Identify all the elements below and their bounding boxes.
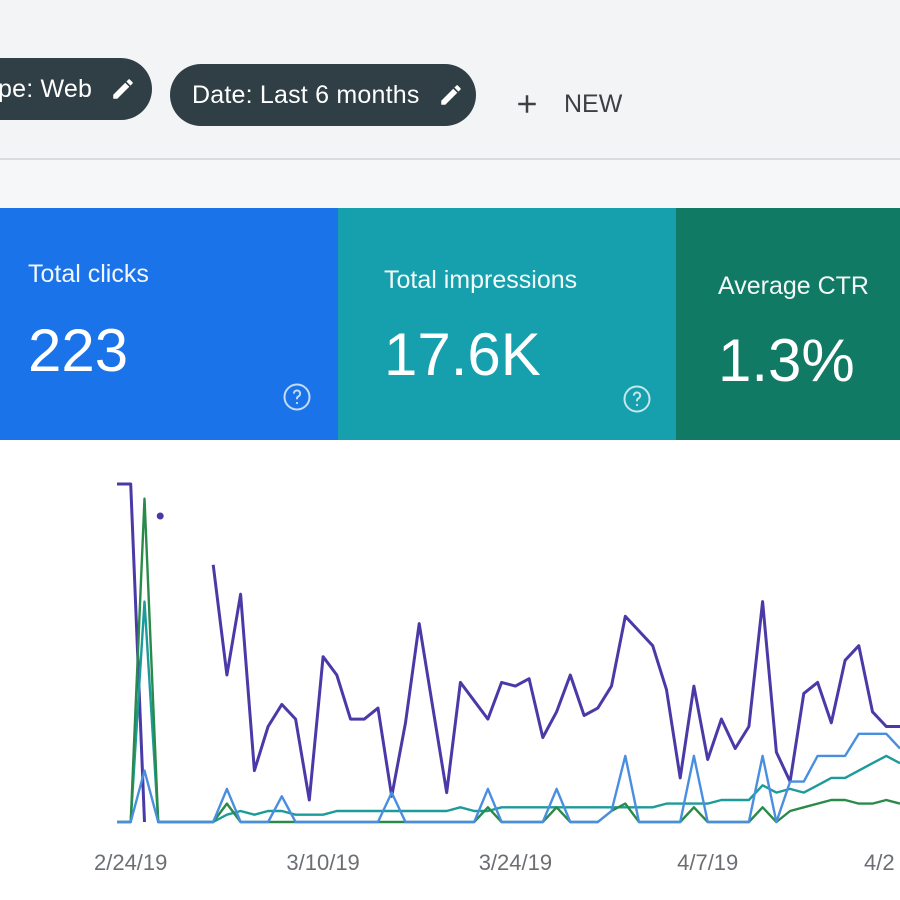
series-0-line-0	[117, 482, 146, 823]
x-tick-label: 4/2	[864, 850, 895, 875]
metric-cards: Total clicks 223 Total impressions 17.6K…	[0, 208, 900, 440]
pencil-icon[interactable]	[438, 82, 464, 108]
x-axis-ticks: 2/24/19 3/10/19 3/24/19 4/7/19 4/2	[94, 850, 895, 875]
performance-chart: 2/24/19 3/10/19 3/24/19 4/7/19 4/2	[0, 440, 900, 900]
search-type-filter-label: pe: Web	[0, 74, 93, 103]
pencil-icon[interactable]	[110, 76, 136, 102]
x-tick-label: 3/24/19	[479, 850, 552, 875]
average-ctr-title: Average CTR	[718, 272, 869, 300]
new-filter-label: NEW	[564, 89, 623, 118]
total-impressions-value: 17.6K	[384, 321, 541, 388]
filter-divider	[0, 158, 900, 160]
series-layer	[117, 482, 900, 824]
series-2-line-0	[117, 497, 900, 824]
series-0-point	[156, 512, 164, 520]
average-ctr-card[interactable]: Average CTR 1.3%	[676, 208, 900, 440]
question-circle-icon[interactable]	[282, 382, 312, 412]
total-impressions-title: Total impressions	[384, 266, 578, 294]
question-circle-icon[interactable]	[622, 384, 652, 414]
total-clicks-title: Total clicks	[28, 260, 149, 288]
performance-chart-svg: 2/24/19 3/10/19 3/24/19 4/7/19 4/2	[94, 482, 900, 875]
series-0-line-2	[211, 564, 900, 802]
total-impressions-card[interactable]: Total impressions 17.6K	[338, 208, 676, 440]
series-3-line-0	[117, 732, 900, 824]
search-type-filter-chip[interactable]: pe: Web	[0, 58, 152, 120]
x-tick-label: 4/7/19	[677, 850, 738, 875]
x-tick-label: 2/24/19	[94, 850, 167, 875]
plus-icon	[512, 89, 542, 119]
average-ctr-value: 1.3%	[718, 327, 855, 394]
total-clicks-card[interactable]: Total clicks 223	[0, 208, 338, 440]
filter-bar: pe: Web Date: Last 6 months NEW	[0, 0, 900, 160]
date-filter-chip[interactable]: Date: Last 6 months	[170, 64, 476, 126]
x-tick-label: 3/10/19	[286, 850, 359, 875]
new-filter-button[interactable]: NEW	[512, 82, 622, 126]
date-filter-label: Date: Last 6 months	[192, 80, 420, 109]
total-clicks-value: 223	[28, 317, 129, 384]
